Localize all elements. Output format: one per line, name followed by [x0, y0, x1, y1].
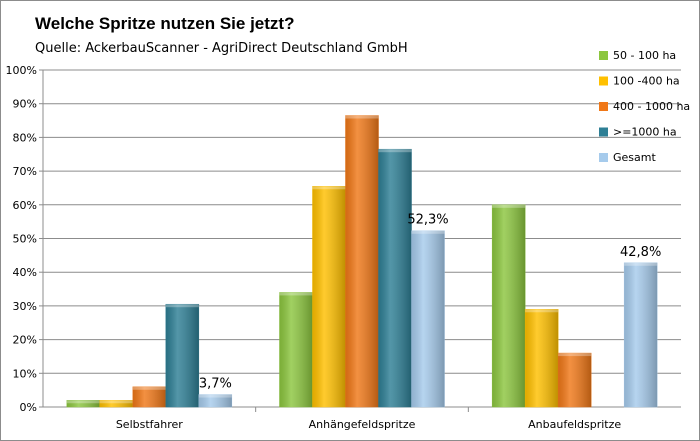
chart-subtitle: Quelle: AckerbauScanner - AgriDirect Deu… — [35, 41, 408, 56]
bar-shading — [279, 292, 313, 407]
y-tick-label: 90% — [13, 98, 37, 111]
data-label: 52,3% — [407, 213, 448, 228]
bar-bevel — [525, 309, 559, 313]
legend-swatch — [599, 76, 608, 86]
bar-bevel — [99, 400, 133, 404]
bar-bevel — [279, 292, 313, 296]
y-tick-label: 10% — [13, 367, 37, 380]
bar-bevel — [165, 304, 199, 308]
legend-swatch — [599, 102, 608, 111]
bar-shading — [624, 262, 658, 407]
legend-swatch — [599, 51, 608, 60]
y-tick-label: 100% — [6, 64, 37, 77]
bar-bevel — [345, 115, 379, 119]
legend-label: 50 - 100 ha — [613, 49, 676, 62]
bar-shading — [411, 230, 445, 407]
legend-label: >=1000 ha — [613, 126, 677, 139]
legend-swatch — [599, 127, 608, 137]
bar-bevel — [624, 262, 658, 266]
bar-bevel — [558, 353, 592, 357]
axes: 0% 10% 20% 30% 40% 50% 60% 70% 80% 90% 100% Selbstf… — [6, 64, 681, 431]
legend-swatch — [599, 153, 608, 162]
y-tick-label: 30% — [13, 300, 37, 313]
y-tick-label: 80% — [13, 131, 37, 144]
y-tick-label: 70% — [13, 165, 37, 178]
bar-bevel — [411, 230, 445, 234]
chart-title: Welche Spritze nutzen Sie jetzt? — [35, 14, 294, 33]
bar-shading — [99, 400, 133, 407]
data-label: 42,8% — [620, 245, 661, 260]
bar-shading — [525, 309, 559, 407]
bars — [66, 115, 658, 408]
bar-shading — [378, 149, 412, 407]
legend: 50 - 100 ha 100 -400 ha 400 - 1000 ha >=100… — [599, 49, 690, 164]
legend-label: 400 - 1000 ha — [613, 100, 690, 113]
x-tick-label: Anbaufeldspritze — [528, 418, 621, 431]
bar-shading — [66, 400, 100, 407]
bar-bevel — [132, 386, 166, 390]
bar-shading — [165, 304, 199, 407]
bar-shading — [558, 353, 592, 407]
data-labels: 3,7% 52,3% 42,8% — [199, 213, 662, 392]
bar-shading — [198, 394, 232, 407]
bar-bevel — [492, 204, 526, 208]
legend-label: Gesamt — [613, 151, 656, 164]
bar-shading — [345, 115, 379, 408]
legend-label: 100 -400 ha — [613, 75, 680, 88]
data-label: 3,7% — [199, 377, 232, 392]
y-tick-label: 20% — [13, 334, 37, 347]
x-tick-label: Selbstfahrer — [116, 418, 183, 431]
bar-bevel — [66, 400, 100, 404]
bar-bevel — [198, 394, 232, 398]
y-tick-label: 60% — [13, 199, 37, 212]
bar-shading — [492, 204, 526, 407]
bar-shading — [312, 186, 346, 407]
bar-bevel — [378, 149, 412, 153]
y-tick-label: 40% — [13, 266, 37, 279]
bar-shading — [132, 386, 166, 407]
y-tick-label: 50% — [13, 233, 37, 246]
y-tick-label: 0% — [20, 401, 37, 414]
bar-bevel — [312, 186, 346, 190]
x-tick-label: Anhängefeldspritze — [309, 418, 416, 431]
